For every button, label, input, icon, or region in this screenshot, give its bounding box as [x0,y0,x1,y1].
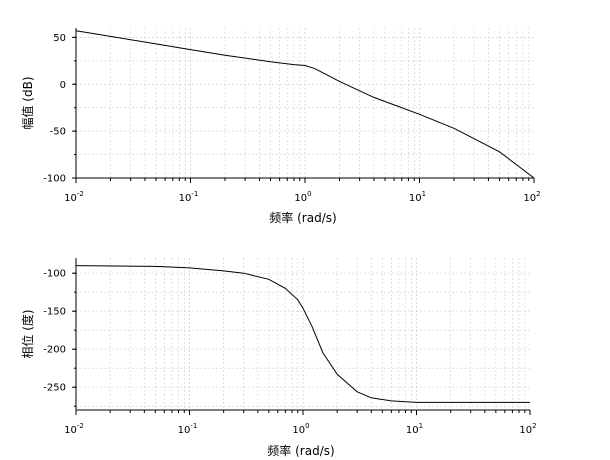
y-tick-label: -200 [43,345,66,356]
phase-plot: -100 -150 -200 -250 10-2 10-1 100 101 102 频率 (rad… [20,258,537,458]
phase-curve [75,265,530,403]
magnitude-curve [75,30,535,179]
x-tick-label: 100 [292,422,309,436]
x-tick-label: 100 [294,190,311,204]
x-tick-label: 10-1 [179,190,199,204]
x-axis-label: 频率 (rad/s) [269,210,336,225]
y-tick-label: 0 [60,80,66,91]
x-tick-label: 10-2 [64,190,84,204]
y-tick-label: -100 [43,269,66,280]
magnitude-plot: 50 0 -50 -100 10-2 10-1 100 101 102 频率 (rad/s) 幅值 … [20,28,541,225]
y-axis-label: 相位 (度) [20,309,35,358]
y-tick-label: -100 [43,174,66,185]
y-tick-label: -250 [43,383,66,394]
x-tick-label: 102 [523,190,540,204]
x-tick-label: 101 [406,422,423,436]
x-axis-label: 频率 (rad/s) [267,443,334,458]
x-tick-label: 101 [409,190,426,204]
x-tick-label: 10-2 [64,422,84,436]
y-axis-label: 幅值 (dB) [20,76,35,129]
y-tick-label: -150 [43,307,66,318]
y-tick-label: -50 [50,127,66,138]
x-tick-label: 10-1 [178,422,198,436]
y-tick-label: 50 [53,33,66,44]
x-tick-label: 102 [519,422,536,436]
